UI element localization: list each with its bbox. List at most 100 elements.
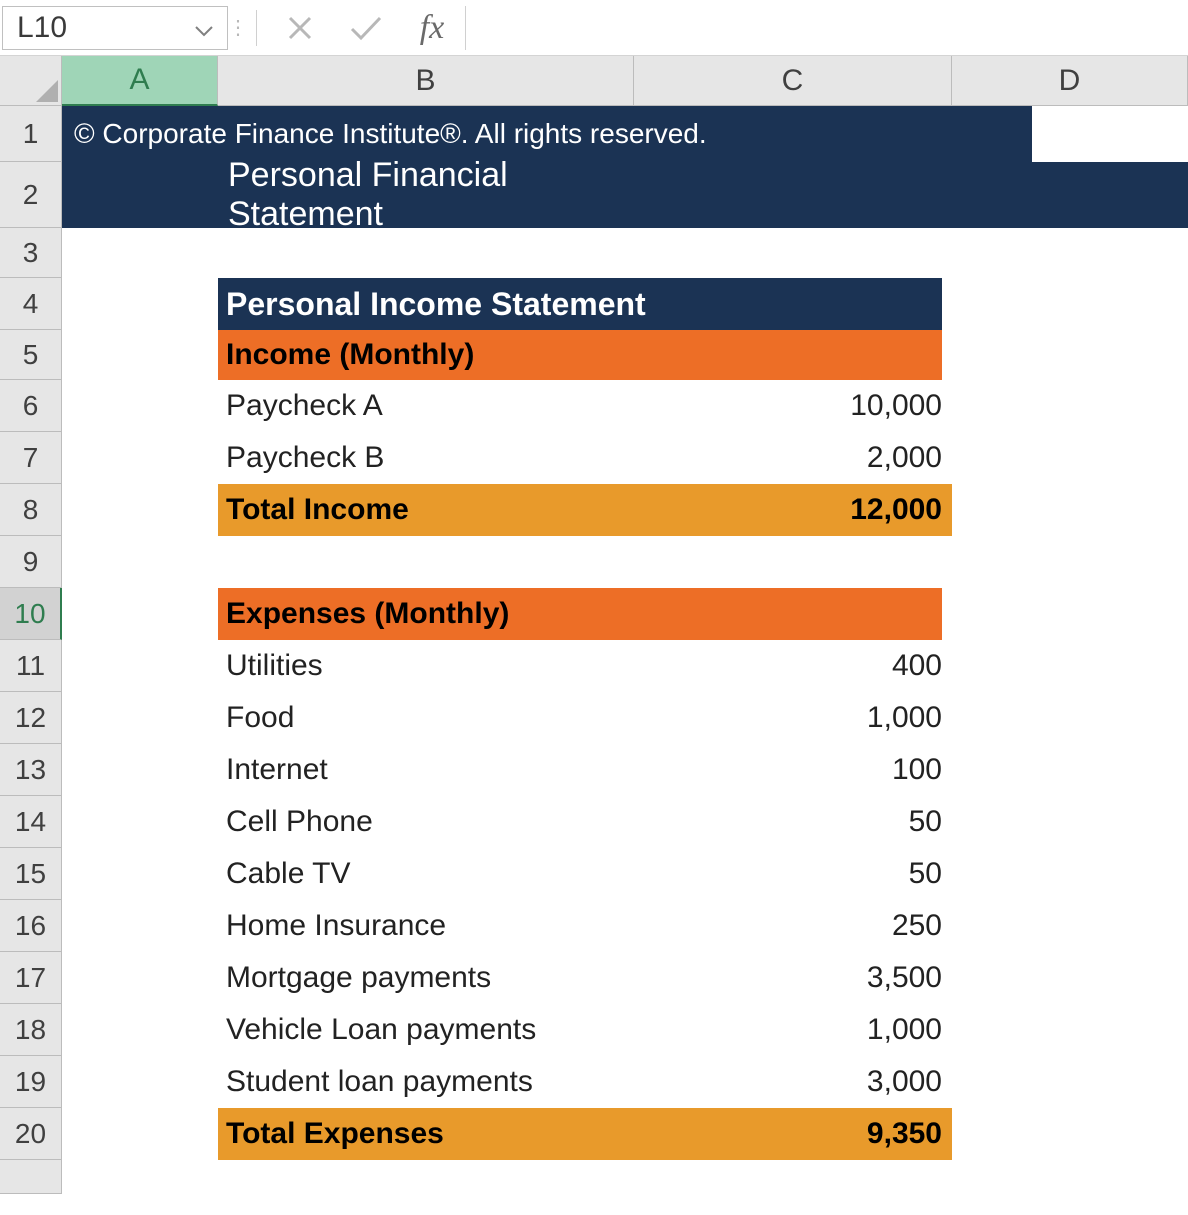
row-header[interactable]: 5 bbox=[0, 330, 62, 380]
expense-item-value[interactable]: 1,000 bbox=[634, 692, 952, 744]
cell[interactable] bbox=[952, 952, 1188, 1004]
cell[interactable] bbox=[952, 1108, 1188, 1160]
cell[interactable] bbox=[634, 228, 952, 278]
expense-item-value[interactable]: 50 bbox=[634, 848, 952, 900]
cell[interactable] bbox=[62, 536, 218, 588]
cell[interactable] bbox=[952, 848, 1188, 900]
cell[interactable] bbox=[952, 900, 1188, 952]
row-header[interactable]: 1 bbox=[0, 106, 62, 162]
column-header-a[interactable]: A bbox=[62, 56, 218, 106]
formula-input[interactable] bbox=[465, 6, 1188, 50]
row-header[interactable]: 3 bbox=[0, 228, 62, 278]
cell[interactable] bbox=[634, 536, 952, 588]
column-header-b[interactable]: B bbox=[218, 56, 634, 106]
cell[interactable] bbox=[952, 744, 1188, 796]
expense-item-label[interactable]: Mortgage payments bbox=[218, 952, 634, 1004]
cell[interactable] bbox=[62, 848, 218, 900]
expense-item-value[interactable]: 250 bbox=[634, 900, 952, 952]
expense-item-label[interactable]: Cell Phone bbox=[218, 796, 634, 848]
expense-item-value[interactable]: 400 bbox=[634, 640, 952, 692]
row-header[interactable]: 11 bbox=[0, 640, 62, 692]
expense-item-value[interactable]: 100 bbox=[634, 744, 952, 796]
cell[interactable] bbox=[952, 640, 1188, 692]
cell[interactable] bbox=[952, 1056, 1188, 1108]
cell[interactable] bbox=[952, 796, 1188, 848]
expenses-header[interactable]: Expenses (Monthly) bbox=[218, 588, 942, 640]
row-header[interactable]: 17 bbox=[0, 952, 62, 1004]
income-item-value[interactable]: 10,000 bbox=[634, 380, 952, 432]
row-header[interactable]: 14 bbox=[0, 796, 62, 848]
row-header[interactable] bbox=[0, 1160, 62, 1194]
cell[interactable] bbox=[62, 1056, 218, 1108]
cell[interactable] bbox=[218, 536, 634, 588]
row-header[interactable]: 19 bbox=[0, 1056, 62, 1108]
row-header[interactable]: 12 bbox=[0, 692, 62, 744]
expense-item-value[interactable]: 3,500 bbox=[634, 952, 952, 1004]
expense-item-label[interactable]: Internet bbox=[218, 744, 634, 796]
cell[interactable] bbox=[62, 692, 218, 744]
cell[interactable] bbox=[62, 1108, 218, 1160]
chevron-down-icon[interactable] bbox=[195, 11, 213, 45]
expense-item-label[interactable]: Cable TV bbox=[218, 848, 634, 900]
total-income-label[interactable]: Total Income bbox=[218, 484, 634, 536]
row-header[interactable]: 4 bbox=[0, 278, 62, 330]
cell[interactable] bbox=[952, 380, 1188, 432]
cell[interactable] bbox=[62, 380, 218, 432]
fx-icon[interactable]: fx bbox=[399, 6, 465, 50]
expense-item-label[interactable]: Food bbox=[218, 692, 634, 744]
cell[interactable] bbox=[634, 162, 952, 228]
expense-item-label[interactable]: Student loan payments bbox=[218, 1056, 634, 1108]
cancel-icon[interactable] bbox=[267, 6, 333, 50]
row-header[interactable]: 18 bbox=[0, 1004, 62, 1056]
income-item-label[interactable]: Paycheck B bbox=[218, 432, 634, 484]
income-item-value[interactable]: 2,000 bbox=[634, 432, 952, 484]
cell[interactable] bbox=[218, 228, 634, 278]
cell[interactable] bbox=[218, 1160, 634, 1194]
cell[interactable] bbox=[942, 588, 1178, 640]
copyright-text[interactable]: © Corporate Finance Institute®. All righ… bbox=[62, 106, 1032, 162]
row-header[interactable]: 2 bbox=[0, 162, 62, 228]
expense-item-label[interactable]: Vehicle Loan payments bbox=[218, 1004, 634, 1056]
expense-item-value[interactable]: 1,000 bbox=[634, 1004, 952, 1056]
drag-handle-icon[interactable]: ⋮ bbox=[228, 23, 246, 33]
enter-icon[interactable] bbox=[333, 6, 399, 50]
cell[interactable] bbox=[952, 432, 1188, 484]
expense-item-label[interactable]: Utilities bbox=[218, 640, 634, 692]
column-header-d[interactable]: D bbox=[952, 56, 1188, 106]
cell[interactable] bbox=[62, 900, 218, 952]
row-header[interactable]: 8 bbox=[0, 484, 62, 536]
cell[interactable] bbox=[634, 1160, 952, 1194]
row-header[interactable]: 10 bbox=[0, 588, 62, 640]
total-expenses-label[interactable]: Total Expenses bbox=[218, 1108, 634, 1160]
cell[interactable] bbox=[62, 1160, 218, 1194]
income-item-label[interactable]: Paycheck A bbox=[218, 380, 634, 432]
cell[interactable] bbox=[952, 484, 1188, 536]
expense-item-label[interactable]: Home Insurance bbox=[218, 900, 634, 952]
cell[interactable] bbox=[62, 330, 218, 380]
cell[interactable] bbox=[952, 1004, 1188, 1056]
page-title[interactable]: Personal Financial Statement bbox=[218, 162, 634, 228]
cell[interactable] bbox=[952, 536, 1188, 588]
cell[interactable] bbox=[62, 162, 218, 228]
cell[interactable] bbox=[62, 278, 218, 330]
row-header[interactable]: 20 bbox=[0, 1108, 62, 1160]
row-header[interactable]: 6 bbox=[0, 380, 62, 432]
income-header[interactable]: Income (Monthly) bbox=[218, 330, 942, 380]
select-all-corner[interactable] bbox=[0, 56, 62, 106]
cell[interactable] bbox=[952, 1160, 1188, 1194]
cell[interactable] bbox=[62, 952, 218, 1004]
total-expenses-value[interactable]: 9,350 bbox=[634, 1108, 952, 1160]
cell[interactable] bbox=[62, 432, 218, 484]
cell[interactable] bbox=[952, 162, 1188, 228]
row-header[interactable]: 16 bbox=[0, 900, 62, 952]
cell[interactable] bbox=[62, 744, 218, 796]
row-header[interactable]: 13 bbox=[0, 744, 62, 796]
name-box[interactable]: L10 bbox=[2, 6, 228, 50]
cell[interactable] bbox=[62, 1004, 218, 1056]
cell[interactable] bbox=[62, 484, 218, 536]
cell[interactable] bbox=[62, 228, 218, 278]
column-header-c[interactable]: C bbox=[634, 56, 952, 106]
expense-item-value[interactable]: 50 bbox=[634, 796, 952, 848]
row-header[interactable]: 15 bbox=[0, 848, 62, 900]
cell[interactable] bbox=[62, 640, 218, 692]
